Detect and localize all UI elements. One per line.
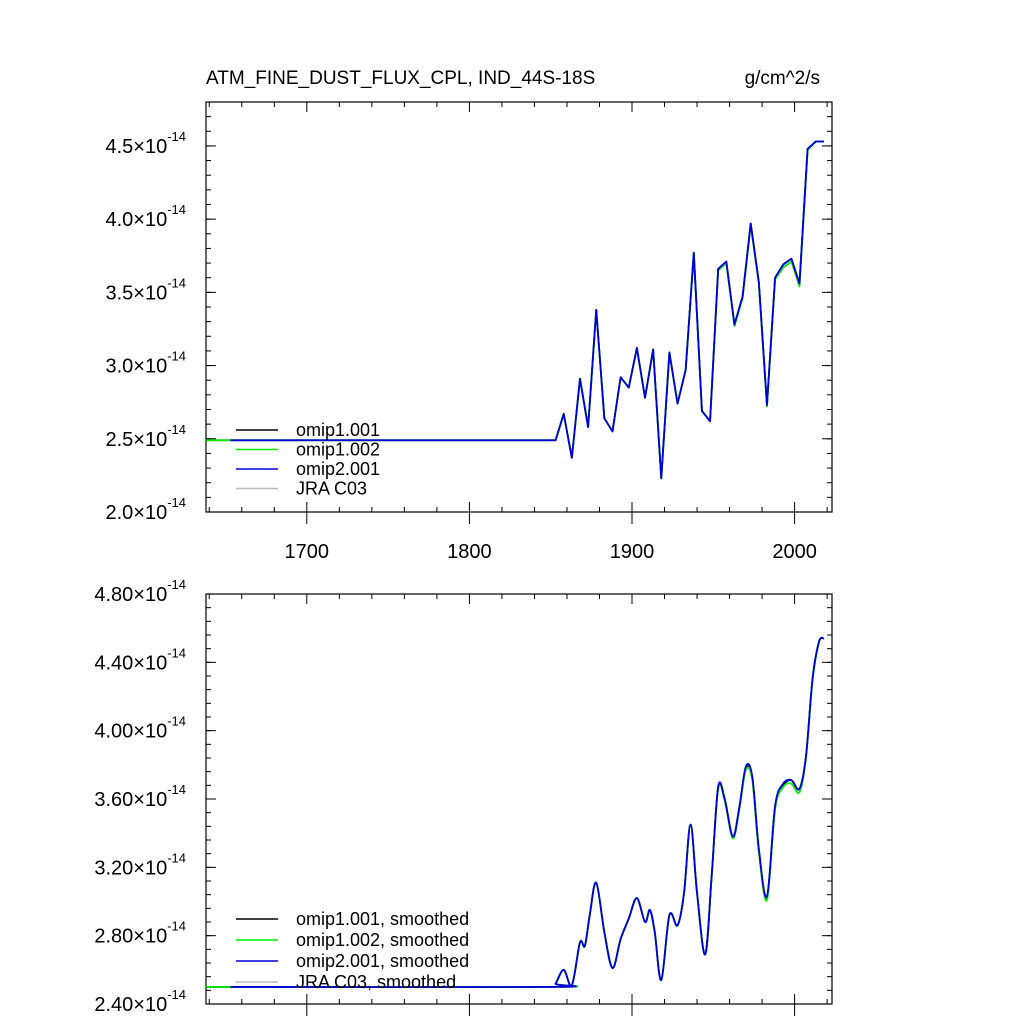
y-tick-times: ×10 xyxy=(133,502,167,524)
y-tick-label: 4.40×10-14 xyxy=(94,645,186,674)
series-line-3 xyxy=(230,636,825,989)
legend-label: omip2.001 xyxy=(296,459,380,479)
legend-label: JRA C03, smoothed xyxy=(296,972,456,992)
y-tick-mantissa: 2.40 xyxy=(94,994,133,1016)
y-tick-times: ×10 xyxy=(133,356,167,378)
y-tick-times: ×10 xyxy=(133,721,167,743)
legend-label: JRA C03 xyxy=(296,479,367,499)
y-tick-label: 4.80×10-14 xyxy=(94,577,186,606)
y-tick-exponent: -14 xyxy=(167,202,186,217)
x-tick-label: 1800 xyxy=(447,541,492,563)
chart-panel-2: 2.40×10-142.80×10-143.20×10-143.60×10-14… xyxy=(94,577,833,1016)
legend-label: omip1.002, smoothed xyxy=(296,930,469,950)
y-tick-mantissa: 3.5 xyxy=(105,282,133,304)
y-tick-exponent: -14 xyxy=(167,495,186,510)
x-tick-label: 1700 xyxy=(285,541,330,563)
y-tick-mantissa: 3.20 xyxy=(94,857,133,879)
y-tick-times: ×10 xyxy=(133,926,167,948)
y-tick-exponent: -14 xyxy=(167,645,186,660)
chart-panel-1: 1700 1800 1900 20002.0×10-142.5×10-143.0×10… xyxy=(105,68,833,563)
series-line-3 xyxy=(230,140,824,480)
legend-label: omip1.002 xyxy=(296,440,380,460)
series-group xyxy=(206,140,824,480)
chart-title: ATM_FINE_DUST_FLUX_CPL, IND_44S-18S xyxy=(206,68,595,89)
y-tick-mantissa: 3.60 xyxy=(94,789,133,811)
legend-label: omip2.001, smoothed xyxy=(296,951,469,971)
y-tick-mantissa: 4.80 xyxy=(94,584,133,606)
legend-label: omip1.001, smoothed xyxy=(296,909,469,929)
y-tick-exponent: -14 xyxy=(167,275,186,290)
legend-label: omip1.001 xyxy=(296,420,380,440)
y-tick-label: 2.40×10-14 xyxy=(94,987,186,1016)
y-tick-times: ×10 xyxy=(133,652,167,674)
y-tick-label: 3.0×10-14 xyxy=(105,349,186,378)
y-tick-mantissa: 4.0 xyxy=(105,209,133,231)
y-tick-exponent: -14 xyxy=(167,422,186,437)
y-tick-mantissa: 3.0 xyxy=(105,356,133,378)
y-tick-times: ×10 xyxy=(133,136,167,158)
y-tick-label: 3.60×10-14 xyxy=(94,782,186,811)
y-tick-label: 4.5×10-14 xyxy=(105,129,186,158)
y-tick-times: ×10 xyxy=(133,429,167,451)
x-tick-label: 1900 xyxy=(610,541,655,563)
y-tick-mantissa: 4.40 xyxy=(94,652,133,674)
y-tick-mantissa: 4.5 xyxy=(105,136,133,158)
y-tick-label: 3.20×10-14 xyxy=(94,850,186,879)
y-tick-exponent: -14 xyxy=(167,850,186,865)
y-tick-times: ×10 xyxy=(133,789,167,811)
y-tick-times: ×10 xyxy=(133,282,167,304)
y-tick-exponent: -14 xyxy=(167,987,186,1002)
y-tick-exponent: -14 xyxy=(167,577,186,592)
y-tick-exponent: -14 xyxy=(167,919,186,934)
x-tick-label: 2000 xyxy=(772,541,817,563)
y-tick-mantissa: 2.80 xyxy=(94,926,133,948)
y-tick-times: ×10 xyxy=(133,209,167,231)
y-tick-exponent: -14 xyxy=(167,129,186,144)
y-tick-times: ×10 xyxy=(133,994,167,1016)
y-tick-label: 3.5×10-14 xyxy=(105,275,186,304)
chart-units: g/cm^2/s xyxy=(745,68,820,89)
series-group xyxy=(206,636,825,989)
y-tick-mantissa: 4.00 xyxy=(94,721,133,743)
y-tick-label: 4.0×10-14 xyxy=(105,202,186,231)
y-tick-label: 4.00×10-14 xyxy=(94,714,186,743)
y-tick-exponent: -14 xyxy=(167,714,186,729)
y-tick-label: 2.5×10-14 xyxy=(105,422,186,451)
y-tick-times: ×10 xyxy=(133,584,167,606)
y-tick-exponent: -14 xyxy=(167,782,186,797)
y-tick-times: ×10 xyxy=(133,857,167,879)
y-tick-mantissa: 2.0 xyxy=(105,502,133,524)
y-tick-label: 2.0×10-14 xyxy=(105,495,186,524)
y-tick-label: 2.80×10-14 xyxy=(94,919,186,948)
y-tick-mantissa: 2.5 xyxy=(105,429,133,451)
y-tick-exponent: -14 xyxy=(167,349,186,364)
